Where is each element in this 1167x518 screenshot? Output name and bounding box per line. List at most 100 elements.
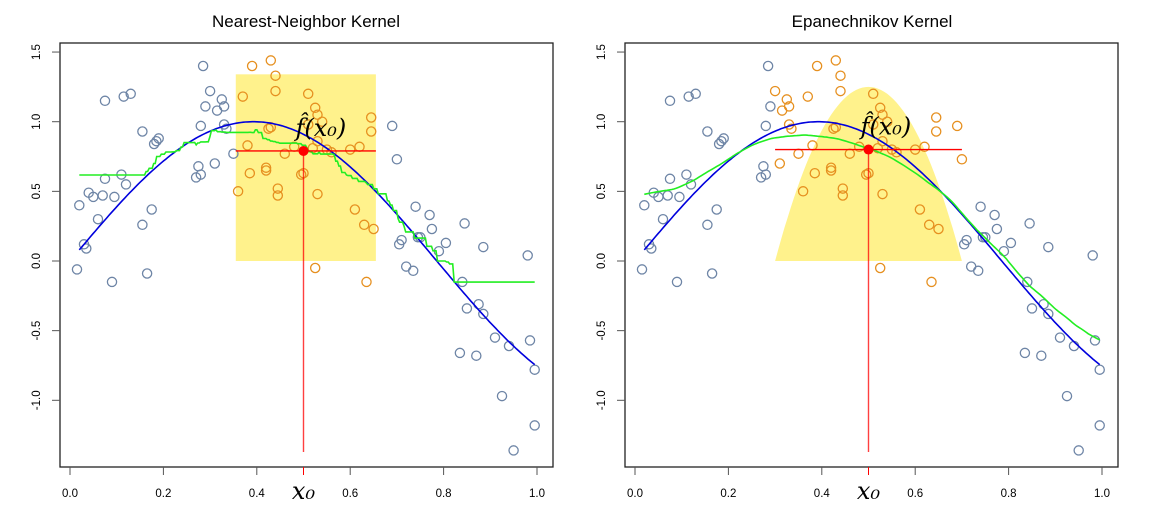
data-point xyxy=(706,268,718,279)
data-point xyxy=(1026,303,1038,314)
data-point xyxy=(459,218,470,229)
data-point xyxy=(440,237,452,249)
data-point xyxy=(1094,364,1105,375)
data-point-in-window xyxy=(877,109,888,120)
data-point xyxy=(496,390,508,402)
data-point xyxy=(204,85,216,97)
data-point xyxy=(489,332,501,343)
data-point xyxy=(765,101,776,112)
x-tick-label: 0.0 xyxy=(62,488,78,500)
data-point-in-window xyxy=(811,60,823,72)
x0-label: x₀ xyxy=(292,477,316,505)
data-point xyxy=(146,204,157,215)
data-point-in-window xyxy=(776,105,788,116)
kernel-window xyxy=(235,74,376,261)
data-point xyxy=(760,169,772,180)
data-point xyxy=(1089,335,1101,346)
data-point xyxy=(151,135,162,147)
data-point xyxy=(424,209,435,221)
data-point xyxy=(221,123,232,134)
data-point-in-window xyxy=(835,85,846,97)
data-point-in-window xyxy=(349,204,361,215)
x-tick-label: 0.2 xyxy=(720,488,736,500)
data-point-in-window xyxy=(781,94,793,105)
data-point xyxy=(1043,241,1054,253)
data-point xyxy=(1094,420,1105,431)
data-point xyxy=(991,223,1003,235)
chart-title: Nearest-Neighbor Kernel xyxy=(212,12,400,31)
data-point xyxy=(998,245,1010,257)
data-point xyxy=(153,133,164,144)
x-tick-label: 0.4 xyxy=(249,488,266,500)
x-tick-label: 0.6 xyxy=(907,488,923,500)
x-tick-label: 1.0 xyxy=(529,488,545,500)
data-point xyxy=(1087,250,1098,261)
data-point xyxy=(657,213,669,225)
data-point-in-window xyxy=(802,91,814,102)
data-point xyxy=(524,335,536,346)
data-point-in-window xyxy=(365,112,377,123)
y-tick-label: -1.0 xyxy=(31,390,43,410)
data-point xyxy=(410,201,421,212)
data-point xyxy=(209,158,221,169)
fhat-annotation: f̂(x₀) xyxy=(859,111,912,140)
true-function-curve xyxy=(643,120,1101,366)
data-point xyxy=(400,261,412,272)
fhat-point xyxy=(298,145,309,156)
data-point-in-window xyxy=(244,167,256,179)
data-point-in-window xyxy=(830,55,842,66)
data-point xyxy=(961,234,972,246)
data-point-in-window xyxy=(891,147,902,158)
data-point xyxy=(97,190,108,201)
data-point-in-window xyxy=(837,190,849,201)
data-point-in-window xyxy=(926,276,937,288)
data-point-in-window xyxy=(344,144,356,155)
data-point xyxy=(74,200,85,211)
data-point xyxy=(1054,332,1066,343)
data-point xyxy=(471,350,482,361)
data-point-in-window xyxy=(270,85,281,97)
data-point xyxy=(211,105,223,116)
data-point xyxy=(529,364,540,375)
data-point xyxy=(702,126,713,137)
data-point xyxy=(137,126,148,137)
data-point-in-window xyxy=(783,101,795,112)
data-point xyxy=(664,95,676,107)
data-point-in-window xyxy=(309,102,321,114)
plot-frame xyxy=(624,42,1119,468)
x-tick-label: 0.4 xyxy=(814,488,831,500)
x-tick-label: 0.0 xyxy=(627,488,643,500)
nearest-neighbor-panel: Nearest-Neighbor Kernel f̂(x₀) 0.0 0.2 0.4 0.… xyxy=(31,12,554,505)
data-point-in-window xyxy=(260,165,272,176)
data-point xyxy=(454,347,466,359)
data-point-in-window xyxy=(368,223,379,235)
true-function-curve xyxy=(78,120,536,366)
data-point-in-window xyxy=(914,204,926,215)
data-point xyxy=(690,88,701,100)
data-point xyxy=(1022,276,1033,288)
data-point-in-window xyxy=(279,148,291,159)
data-point-in-window xyxy=(358,219,370,231)
data-point-in-window xyxy=(302,88,314,100)
data-point-in-window xyxy=(272,183,284,194)
y-tick-label: 1.5 xyxy=(31,44,43,60)
data-point-in-window xyxy=(302,119,314,130)
data-point xyxy=(118,91,129,102)
data-point xyxy=(99,95,111,107)
data-point-in-window xyxy=(263,123,274,134)
data-point xyxy=(197,60,209,72)
data-point-in-window xyxy=(232,186,244,197)
data-point-in-window xyxy=(312,188,323,200)
data-point xyxy=(125,88,136,100)
data-point xyxy=(702,219,713,231)
data-point xyxy=(636,264,648,275)
x-tick-label: 0.8 xyxy=(1001,488,1017,500)
x-tick-label: 0.2 xyxy=(155,488,171,500)
data-point-in-window xyxy=(877,188,888,200)
data-point xyxy=(972,265,984,277)
data-point xyxy=(391,154,403,165)
plot-frame xyxy=(59,42,554,468)
y-tick-label: 0.0 xyxy=(596,253,608,269)
data-point xyxy=(1024,218,1035,229)
data-point-in-window xyxy=(828,123,839,134)
